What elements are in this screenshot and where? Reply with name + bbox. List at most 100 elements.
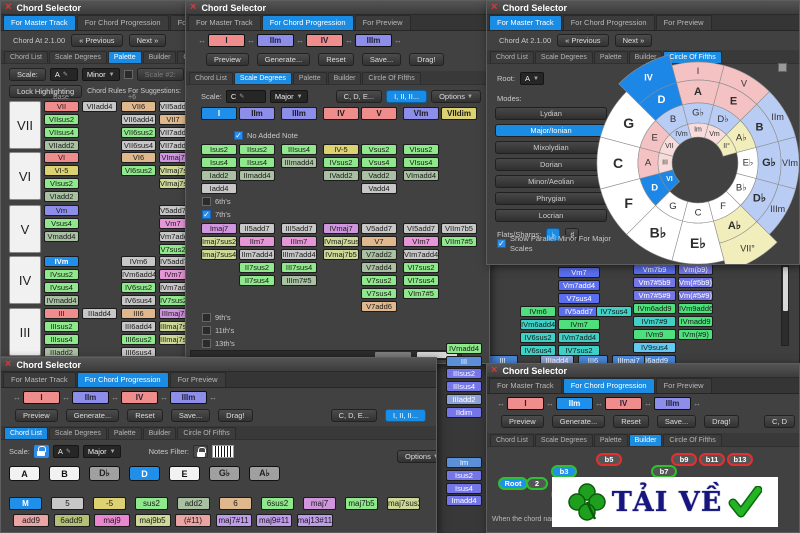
- button-reset[interactable]: Reset: [318, 53, 354, 66]
- tab-for-master-track[interactable]: For Master Track: [3, 15, 76, 30]
- titlebar[interactable]: × Chord Selector: [1, 1, 185, 15]
- chord-button-ivm9[interactable]: IVm9: [633, 329, 676, 340]
- chord-button-v7sus2[interactable]: V7sus2: [159, 244, 186, 255]
- next-button[interactable]: Next »: [614, 34, 653, 47]
- chord-button-iiiadd2[interactable]: IIIadd2: [44, 347, 79, 356]
- scale2-checkbox[interactable]: [123, 70, 133, 79]
- chord-button-im[interactable]: Im: [446, 457, 482, 469]
- button-drag[interactable]: Drag!: [409, 53, 444, 66]
- checkbox-checked[interactable]: ✓: [234, 131, 243, 140]
- thirteenths-checkbox[interactable]: 13th's: [202, 339, 235, 348]
- chord-button-iv[interactable]: IV: [323, 107, 359, 120]
- progression-slot-iiim[interactable]: IIIm: [355, 34, 392, 47]
- previous-button[interactable]: « Previous: [71, 34, 123, 47]
- chord-button-iiimadd4[interactable]: IIImadd4: [281, 157, 317, 168]
- chord-button-ivm6[interactable]: IVm6: [520, 306, 556, 317]
- scale-lock-icon[interactable]: [33, 445, 49, 458]
- button-save[interactable]: Save...: [170, 409, 211, 422]
- chord-button-v7sus4[interactable]: V7sus4: [558, 293, 600, 304]
- tab-for-chord-progression[interactable]: For Chord Progression: [562, 378, 655, 393]
- chord-button-v7add4[interactable]: V7add4: [361, 262, 397, 273]
- chord-button-vm7add4[interactable]: Vm7add4: [558, 280, 600, 291]
- tab-builder[interactable]: Builder: [142, 51, 177, 63]
- next-button[interactable]: Next »: [128, 34, 167, 47]
- chord-button-viim7-5[interactable]: VIIm7#5: [441, 236, 477, 247]
- button-drag[interactable]: Drag!: [218, 409, 253, 422]
- tab-scale-degrees[interactable]: Scale Degrees: [48, 427, 107, 439]
- chord-button-vm7b9[interactable]: Vm7b9: [633, 264, 676, 275]
- note-button-b[interactable]: B: [49, 466, 80, 481]
- previous-button[interactable]: « Previous: [557, 34, 609, 47]
- note-names-button[interactable]: C, D, E...: [330, 409, 377, 422]
- chord-button-ivm-9[interactable]: IVm(#9): [678, 329, 713, 340]
- chord-button-vm7-5b9[interactable]: Vm7#5b9: [633, 277, 676, 288]
- chord-button-isus2[interactable]: Isus2: [201, 144, 237, 155]
- checkbox-unchecked[interactable]: [202, 339, 211, 348]
- chord-button-maj7[interactable]: maj7: [303, 497, 336, 510]
- chord-button-imaj7[interactable]: Imaj7: [201, 223, 237, 234]
- chord-button-v7sus2[interactable]: V7sus2: [361, 275, 397, 286]
- tab-for-master-track[interactable]: For Master Track: [489, 378, 562, 393]
- chord-button-iv6sus2[interactable]: IV6sus2: [520, 332, 556, 343]
- progression-slot-i[interactable]: I: [23, 391, 60, 404]
- small-toggle-button[interactable]: [778, 63, 787, 72]
- chord-button-iii6sus4[interactable]: III6sus4: [121, 347, 156, 356]
- chord-button-v[interactable]: V: [361, 107, 397, 120]
- tab-for-master-track[interactable]: For Master Track: [489, 15, 562, 30]
- chord-button-imaj7sus2[interactable]: Imaj7sus2: [201, 236, 237, 247]
- close-icon[interactable]: ×: [190, 1, 197, 13]
- chord-button-iadd4[interactable]: Iadd4: [201, 183, 237, 194]
- chord-button-5[interactable]: 5: [51, 497, 84, 510]
- button-drag[interactable]: Drag!: [704, 415, 739, 428]
- chord-button-vimaj7[interactable]: VImaj7: [159, 152, 185, 163]
- chord-button-iiimaj7[interactable]: IIImaj7: [159, 308, 185, 319]
- chord-button-vm-b9[interactable]: Vm(b9): [678, 264, 713, 275]
- chord-button-ivm6add4[interactable]: IVm6add4: [121, 269, 156, 280]
- chord-button-i[interactable]: I: [201, 107, 237, 120]
- chord-button-iv5add7[interactable]: IV5add7: [159, 256, 186, 267]
- chord-button-5[interactable]: -5: [93, 497, 126, 510]
- notes-filter-lock-icon[interactable]: [193, 445, 209, 458]
- titlebar[interactable]: × Chord Selector: [186, 1, 489, 15]
- close-icon[interactable]: ×: [491, 364, 498, 376]
- chord-button-vii[interactable]: VII: [44, 101, 79, 112]
- button-preview[interactable]: Preview: [206, 53, 249, 66]
- options-dropdown[interactable]: Options ▼: [397, 450, 436, 463]
- circle-of-fifths[interactable]: IAG♭ImVED♭VmIImBA♭II°VImG♭E♭IIImD♭B♭VII°…: [487, 1, 800, 265]
- chord-button-vadd2[interactable]: Vadd2: [361, 170, 397, 181]
- tab-circle-of-fifths[interactable]: Circle Of Fifths: [362, 72, 421, 84]
- chord-button-v5add7[interactable]: V5add7: [159, 205, 186, 216]
- degree-numeral-iv[interactable]: IV: [9, 256, 41, 304]
- chord-button-v7add2[interactable]: V7add2: [361, 249, 397, 260]
- chord-button-iidim[interactable]: IIdim: [446, 406, 482, 418]
- note-button-d[interactable]: D♭: [89, 466, 120, 481]
- chord-button-iii6sus2[interactable]: III6sus2: [121, 334, 156, 345]
- chord-button-11[interactable]: (#11): [175, 514, 211, 527]
- scale-type-dropdown[interactable]: Major ▼: [82, 445, 121, 458]
- titlebar[interactable]: × Chord Selector: [487, 1, 799, 15]
- chord-button-viisus2[interactable]: VIIsus2: [44, 114, 79, 125]
- scale-note-dropdown[interactable]: A ✎: [52, 445, 79, 458]
- chord-button-ivm7-9[interactable]: IVm7#9: [633, 316, 676, 327]
- options-dropdown[interactable]: Options ▼: [431, 90, 481, 103]
- close-icon[interactable]: ×: [5, 358, 12, 370]
- keyboard-filter-icon[interactable]: [212, 445, 235, 458]
- chord-button-ivm6[interactable]: IVm6: [121, 256, 156, 267]
- sevenths-checkbox[interactable]: ✓ 7th's: [202, 210, 231, 219]
- mode-button-lydian[interactable]: Lydian: [495, 107, 607, 120]
- chord-button-ivmaj7b5[interactable]: IVmaj7b5: [323, 249, 359, 260]
- chord-button-ivm6add4[interactable]: IVm6add4: [520, 319, 556, 330]
- chord-button-iadd2[interactable]: Iadd2: [201, 170, 237, 181]
- checkbox-unchecked[interactable]: [202, 197, 211, 206]
- note-names-button[interactable]: C, D, E...: [335, 90, 383, 103]
- chord-button-iv6sus4[interactable]: IV6sus4: [520, 345, 556, 356]
- button-save[interactable]: Save...: [361, 53, 402, 66]
- chord-button-maj9[interactable]: maj9: [94, 514, 130, 527]
- degree-numeral-vi[interactable]: VI: [9, 152, 41, 200]
- chord-button-vim7[interactable]: VIm7: [403, 236, 439, 247]
- progression-slot-iiim[interactable]: IIIm: [654, 397, 691, 410]
- chord-button-vii6sus4[interactable]: VII6sus4: [121, 140, 156, 151]
- checkbox-checked[interactable]: ✓: [202, 210, 211, 219]
- chord-button-vim7-5[interactable]: VIm7#5: [403, 288, 439, 299]
- chord-button-iii[interactable]: III: [44, 308, 79, 319]
